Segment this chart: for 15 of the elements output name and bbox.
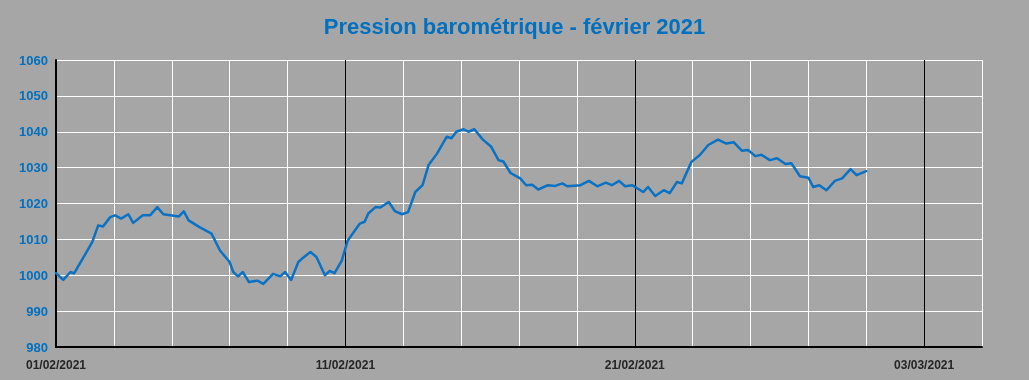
line-series: [54, 127, 868, 286]
x-tick-label: 03/03/2021: [894, 358, 955, 372]
x-tick-label: 01/02/2021: [25, 358, 87, 372]
x-tick-label: 21/02/2021: [604, 358, 666, 372]
x-tick-label: 11/02/2021: [315, 358, 376, 372]
y-tick-label: 980: [26, 339, 48, 355]
y-tick-label: 1010: [19, 231, 48, 247]
y-tick-label: 1000: [19, 267, 48, 283]
y-tick-label: 990: [26, 303, 48, 319]
y-tick-label: 1030: [19, 160, 48, 176]
y-tick-label: 1040: [19, 124, 48, 140]
chart-title: Pression barométrique - février 2021: [323, 13, 706, 39]
y-tick-label: 1020: [19, 196, 48, 211]
y-tick-label: 1060: [19, 52, 48, 68]
y-tick-label: 1050: [19, 88, 48, 104]
